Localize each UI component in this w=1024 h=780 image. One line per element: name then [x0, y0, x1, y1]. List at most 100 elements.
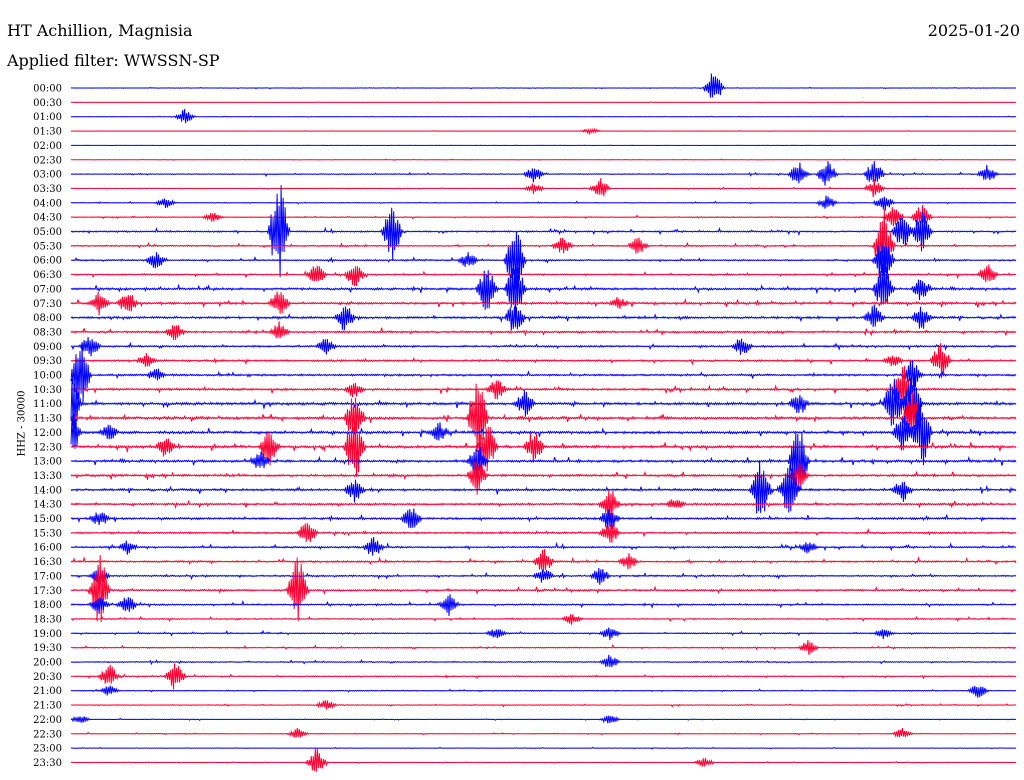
- time-tick-label: 03:30: [33, 184, 62, 195]
- trace-line: [70, 614, 1017, 625]
- time-tick-label: 08:00: [33, 313, 62, 324]
- date-label: 2025-01-20: [927, 21, 1020, 40]
- time-tick-label: 16:30: [33, 557, 62, 568]
- trace-line: [71, 144, 1016, 147]
- time-tick-label: 05:00: [33, 227, 62, 238]
- trace-line: [70, 291, 1017, 316]
- trace-line: [70, 336, 1017, 357]
- time-tick-label: 04:30: [33, 213, 62, 224]
- trace-line: [70, 205, 1017, 227]
- trace-line: [70, 421, 1017, 477]
- time-tick-label: 06:30: [33, 270, 62, 281]
- trace-line: [70, 343, 1017, 379]
- trace-line: [70, 231, 1017, 290]
- filter-label: Applied filter: WWSSN-SP: [7, 51, 220, 70]
- trace-line: [70, 344, 1017, 403]
- time-tick-label: 02:30: [33, 155, 62, 166]
- time-tick-label: 19:30: [33, 643, 62, 654]
- time-tick-label: 00:00: [33, 84, 62, 95]
- time-tick-label: 12:30: [33, 442, 62, 453]
- trace-line: [70, 101, 1017, 104]
- time-tick-label: 13:30: [33, 471, 62, 482]
- time-tick-label: 14:30: [33, 500, 62, 511]
- time-tick-label: 21:30: [33, 701, 62, 712]
- time-tick-label: 20:00: [33, 658, 62, 669]
- time-tick-label: 17:00: [33, 571, 62, 582]
- time-tick-label: 23:00: [33, 744, 62, 755]
- time-tick-label: 18:30: [33, 614, 62, 625]
- trace-line: [70, 208, 1017, 272]
- time-tick-label: 06:00: [33, 256, 62, 267]
- time-tick-label: 22:00: [33, 715, 62, 726]
- time-tick-label: 13:00: [33, 457, 62, 468]
- time-tick-label: 01:30: [33, 127, 62, 138]
- trace-line: [70, 460, 1017, 514]
- trace-line: [70, 432, 1017, 492]
- trace-line: [70, 523, 1017, 543]
- trace-line: [70, 746, 1017, 750]
- trace-line: [70, 195, 1017, 211]
- station-title: HT Achillion, Magnisia: [7, 21, 193, 40]
- trace-line: [70, 109, 1017, 124]
- trace-line: [70, 508, 1017, 530]
- time-tick-label: 08:30: [33, 327, 62, 338]
- time-tick-label: 09:30: [33, 356, 62, 367]
- trace-line: [70, 304, 1017, 331]
- time-tick-label: 15:00: [33, 514, 62, 525]
- time-tick-label: 07:30: [33, 299, 62, 310]
- trace-line: [70, 549, 1017, 572]
- trace-line: [70, 261, 1017, 324]
- time-tick-label: 10:00: [33, 371, 62, 382]
- time-tick-label: 16:00: [33, 543, 62, 554]
- time-tick-label: 12:00: [33, 428, 62, 439]
- trace-line: [70, 398, 1017, 466]
- trace-line: [70, 747, 1017, 772]
- trace-line: [70, 627, 1017, 640]
- time-tick-label: 19:00: [33, 629, 62, 640]
- trace-line: [70, 536, 1017, 556]
- time-tick-label: 07:00: [33, 284, 62, 295]
- time-tick-label: 23:30: [33, 758, 62, 769]
- time-tick-labels: 00:00 00:30 01:00 01:30 02:00 02:30 03:00 03:30…: [33, 84, 62, 769]
- trace-line: [70, 663, 1017, 690]
- seismic-traces: [70, 73, 1017, 772]
- trace-line: [70, 321, 1017, 340]
- trace-line: [70, 158, 1017, 161]
- trace-line: [70, 365, 1017, 415]
- time-tick-label: 17:30: [33, 586, 62, 597]
- trace-line: [70, 654, 1017, 668]
- trace-line: [70, 73, 1017, 98]
- trace-line: [70, 127, 1017, 136]
- time-tick-label: 05:30: [33, 241, 62, 252]
- time-tick-label: 14:00: [33, 485, 62, 496]
- trace-line: [70, 490, 1017, 521]
- time-tick-label: 22:30: [33, 729, 62, 740]
- time-tick-label: 02:00: [33, 141, 62, 152]
- trace-line: [70, 372, 1017, 439]
- time-tick-label: 03:00: [33, 170, 62, 181]
- time-tick-label: 11:00: [33, 399, 62, 410]
- trace-line: [70, 700, 1017, 710]
- time-tick-label: 04:00: [33, 198, 62, 209]
- trace-line: [70, 264, 1017, 287]
- trace-line: [70, 728, 1017, 738]
- trace-line: [70, 161, 1017, 186]
- trace-line: [70, 685, 1017, 698]
- time-tick-label: 20:30: [33, 672, 62, 683]
- time-tick-label: 11:30: [33, 414, 62, 425]
- trace-line: [70, 715, 1017, 724]
- time-tick-label: 21:00: [33, 686, 62, 697]
- time-tick-label: 09:00: [33, 342, 62, 353]
- trace-line: [70, 383, 1017, 459]
- time-tick-label: 15:30: [33, 528, 62, 539]
- trace-line: [70, 185, 1017, 278]
- trace-line: [70, 461, 1017, 495]
- trace-line: [70, 555, 1017, 623]
- time-tick-label: 01:00: [33, 112, 62, 123]
- trace-line: [70, 177, 1017, 198]
- trace-line: [70, 640, 1017, 655]
- trace-line: [70, 566, 1017, 586]
- time-tick-label: 00:30: [33, 98, 62, 109]
- trace-line: [70, 594, 1017, 617]
